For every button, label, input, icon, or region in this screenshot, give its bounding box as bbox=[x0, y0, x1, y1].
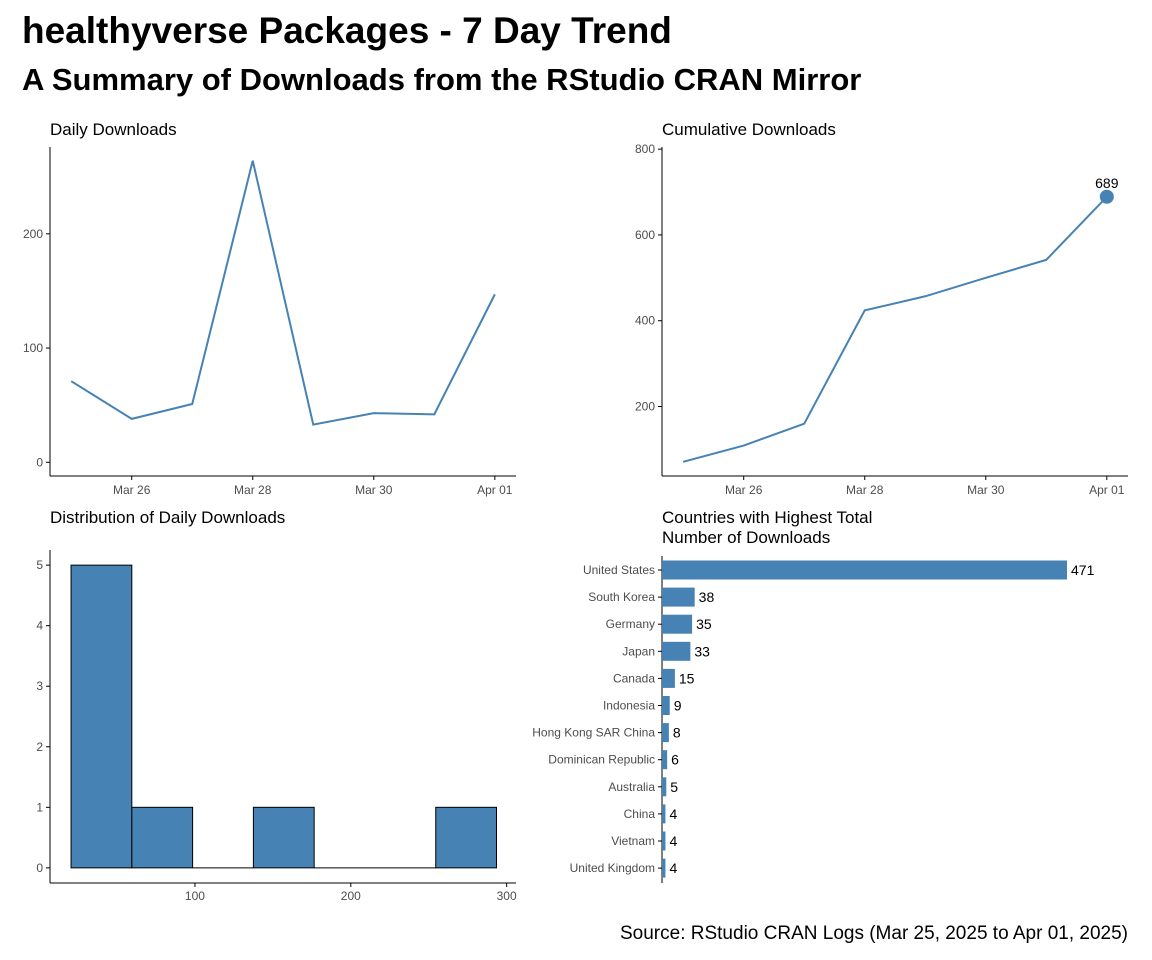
country-bar bbox=[662, 777, 667, 797]
country-label: Australia bbox=[608, 780, 655, 794]
country-label: South Korea bbox=[588, 590, 655, 604]
country-value-label: 4 bbox=[669, 806, 677, 822]
country-value-label: 4 bbox=[669, 833, 677, 849]
x-tick-label: 300 bbox=[497, 889, 517, 903]
y-tick-label: 200 bbox=[635, 400, 655, 414]
y-tick-label: 400 bbox=[635, 314, 655, 328]
cumulative-downloads-panel: Cumulative Downloads 200 400 600 800 Mar 26 Ma… bbox=[635, 120, 1128, 497]
page-subtitle: A Summary of Downloads from the RStudio … bbox=[22, 62, 862, 97]
country-bar bbox=[662, 641, 691, 661]
country-bar bbox=[662, 831, 666, 851]
panel-title-line-1: Countries with Highest Total bbox=[662, 508, 872, 527]
y-tick-label: 800 bbox=[635, 142, 655, 156]
x-tick-label: Mar 28 bbox=[234, 483, 272, 497]
country-label: Germany bbox=[606, 617, 655, 631]
country-value-label: 35 bbox=[696, 616, 712, 632]
x-tick-label: Mar 28 bbox=[846, 483, 884, 497]
country-value-label: 471 bbox=[1071, 562, 1095, 578]
country-label: Vietnam bbox=[611, 834, 655, 848]
x-tick-label: Apr 01 bbox=[477, 483, 513, 497]
histogram-bar bbox=[70, 564, 133, 869]
country-label: United Kingdom bbox=[570, 861, 655, 875]
y-tick-label: 2 bbox=[36, 740, 43, 754]
country-value-label: 5 bbox=[670, 779, 678, 795]
country-label: Hong Kong SAR China bbox=[532, 726, 655, 740]
country-bar bbox=[662, 587, 695, 607]
country-bar bbox=[662, 858, 666, 878]
country-bar bbox=[662, 614, 693, 634]
y-tick-label: 0 bbox=[36, 861, 43, 875]
daily-downloads-line bbox=[70, 160, 496, 426]
country-value-label: 38 bbox=[699, 589, 715, 605]
y-tick-label: 3 bbox=[36, 679, 43, 693]
x-tick-label: Mar 30 bbox=[355, 483, 393, 497]
y-tick-label: 1 bbox=[36, 800, 43, 814]
country-bar bbox=[662, 804, 666, 824]
panel-title: Distribution of Daily Downloads bbox=[50, 508, 285, 527]
y-tick-label: 5 bbox=[36, 558, 43, 572]
country-label: Japan bbox=[622, 644, 655, 658]
daily-downloads-panel: Daily Downloads 0 100 200 Mar 26 Mar 28 Mar 30… bbox=[23, 120, 516, 497]
histogram-bar bbox=[131, 806, 194, 869]
y-tick-label: 600 bbox=[635, 228, 655, 242]
country-bar bbox=[662, 696, 670, 715]
country-label: United States bbox=[583, 563, 655, 577]
country-value-label: 6 bbox=[671, 752, 679, 768]
country-value-label: 15 bbox=[679, 670, 695, 686]
source-caption: Source: RStudio CRAN Logs (Mar 25, 2025 … bbox=[620, 923, 1128, 944]
end-point bbox=[1099, 189, 1114, 204]
panel-title: Cumulative Downloads bbox=[662, 120, 836, 139]
x-tick-label: Apr 01 bbox=[1089, 483, 1125, 497]
country-bar bbox=[662, 668, 675, 688]
country-value-label: 9 bbox=[674, 698, 682, 714]
x-tick-label: 200 bbox=[341, 889, 361, 903]
histogram-bar bbox=[252, 806, 315, 869]
page-title: healthyverse Packages - 7 Day Trend bbox=[22, 10, 672, 51]
x-tick-label: Mar 30 bbox=[967, 483, 1005, 497]
histogram-panel: Distribution of Daily Downloads 0 1 2 3 4 5 100… bbox=[36, 508, 517, 903]
country-bar bbox=[662, 750, 668, 770]
country-value-label: 33 bbox=[694, 643, 710, 659]
country-label: China bbox=[624, 807, 656, 821]
y-tick-label: 4 bbox=[36, 619, 43, 633]
country-label: Indonesia bbox=[603, 699, 655, 713]
cumulative-downloads-line bbox=[682, 196, 1108, 463]
country-bar bbox=[662, 723, 669, 743]
y-tick-label: 0 bbox=[36, 455, 43, 469]
country-label: Dominican Republic bbox=[548, 753, 655, 767]
y-tick-label: 100 bbox=[23, 341, 43, 355]
x-tick-label: Mar 26 bbox=[725, 483, 763, 497]
end-label: 689 bbox=[1095, 175, 1119, 191]
y-tick-label: 200 bbox=[23, 227, 43, 241]
histogram-bar bbox=[435, 806, 498, 869]
country-bar bbox=[662, 560, 1067, 580]
x-tick-label: Mar 26 bbox=[113, 483, 151, 497]
country-label: Canada bbox=[613, 671, 655, 685]
country-value-label: 4 bbox=[669, 860, 677, 876]
panel-title-line-2: Number of Downloads bbox=[662, 528, 830, 547]
panel-title: Daily Downloads bbox=[50, 120, 177, 139]
x-tick-label: 100 bbox=[185, 889, 205, 903]
country-value-label: 8 bbox=[673, 725, 681, 741]
